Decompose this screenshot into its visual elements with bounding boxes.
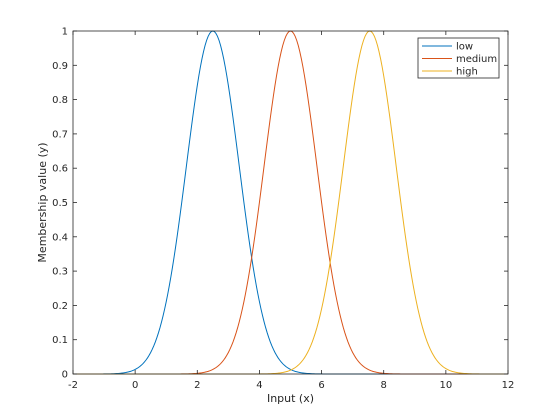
data-point-medium [305,85,306,86]
data-point-medium [259,202,260,203]
data-point-high [430,349,431,350]
data-point-high [321,308,322,309]
y-tick-label: 0.3 [52,267,68,278]
data-point-high [445,368,446,369]
data-point-high [414,294,415,295]
data-point-medium [321,202,322,203]
x-axis: -2 0 2 4 6 8 10 12 [68,31,514,391]
data-point-low [259,301,260,302]
data-point-high [337,212,338,213]
data-point-high [399,190,400,191]
y-tick-label: 0.8 [52,95,68,106]
legend-label-low: low [456,42,473,53]
data-point-low [181,202,182,203]
plot-area [73,31,508,374]
data-point-high [290,370,291,371]
y-tick-label: 1 [62,27,68,38]
data-point-medium [228,352,229,353]
data-point-medium [243,301,244,302]
data-point-high [352,94,353,95]
x-tick-label: -2 [68,380,78,391]
data-point-low [135,369,136,370]
data-point-medium [337,301,338,302]
x-tick-label: 2 [194,380,200,391]
x-tick-label: 10 [439,380,452,391]
y-axis-label: Membership value (y) [36,142,49,262]
y-tick-label: 0.2 [52,301,68,312]
x-tick-label: 0 [132,380,138,391]
x-axis-label: Input (x) [267,392,314,405]
legend-label-high: high [456,67,478,78]
x-tick-label: 4 [256,380,262,391]
data-point-medium [212,369,213,370]
y-tick-label: 0.4 [52,232,68,243]
data-point-medium [368,369,369,370]
y-axis: 0 0.1 0.2 0.3 0.4 0.5 0.6 0.7 0.8 0.9 1 [52,27,508,381]
data-point-high [383,75,384,76]
data-point-low [150,352,151,353]
data-point-medium [274,85,275,86]
x-tick-label: 12 [502,380,515,391]
data-point-medium [352,352,353,353]
data-point-low [274,352,275,353]
y-tick-label: 0.9 [52,61,68,72]
data-point-low [243,202,244,203]
data-point-low [228,85,229,86]
x-tick-label: 8 [381,380,387,391]
legend-label-medium: medium [456,54,497,65]
y-tick-label: 0.5 [52,198,68,209]
data-point-low [166,301,167,302]
x-tick-label: 6 [318,380,324,391]
y-tick-label: 0.7 [52,129,68,140]
y-tick-label: 0.1 [52,335,68,346]
y-tick-label: 0 [62,370,68,381]
data-point-low [197,85,198,86]
data-point-high [305,355,306,356]
y-tick-label: 0.6 [52,164,68,175]
